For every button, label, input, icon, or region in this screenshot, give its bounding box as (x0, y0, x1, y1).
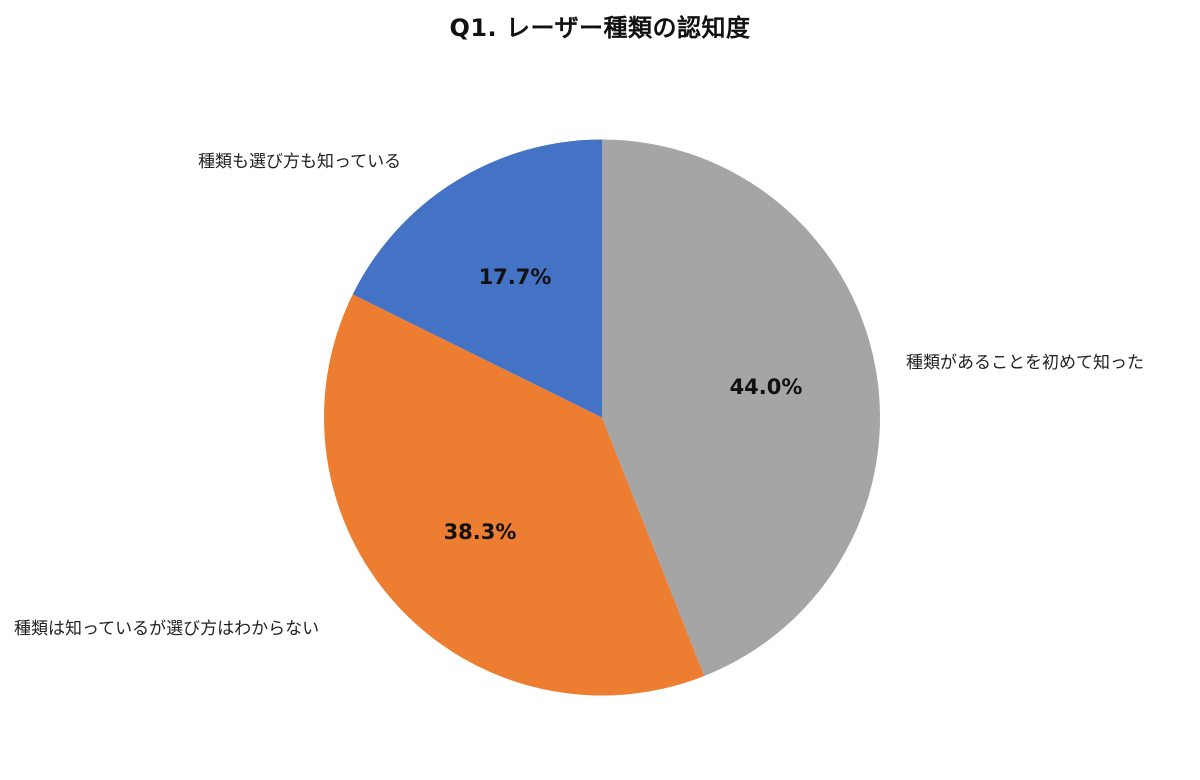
slice-value-label-orange: 38.3% (443, 520, 517, 544)
slice-value-label-blue: 17.7% (478, 265, 552, 289)
category-label-know-types-not-choosing: 種類は知っているが選び方はわからない (14, 619, 320, 639)
category-label-know-both: 種類も選び方も知っている (198, 152, 402, 172)
pie-slice-gray (602, 139, 881, 676)
category-label-first-time: 種類があることを初めて知った (906, 353, 1144, 373)
slice-value-label-gray: 44.0% (729, 375, 803, 399)
chart-title: Q1. レーザー種類の認知度 (449, 14, 751, 42)
pie-slice-blue (352, 139, 602, 418)
pie-slice-orange (323, 294, 705, 696)
